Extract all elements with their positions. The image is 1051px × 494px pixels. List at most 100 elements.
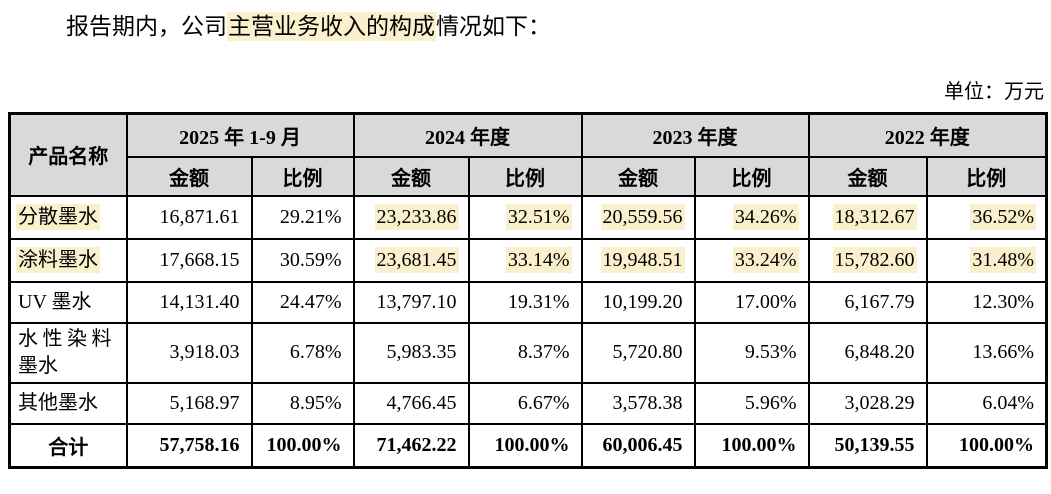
cell-value: 13.66% — [972, 341, 1035, 363]
ratio-cell: 100.00% — [467, 422, 583, 469]
cell-value: 5.96% — [744, 391, 797, 414]
ratio-cell: 13.66% — [925, 321, 1048, 384]
cell-value: 6,167.79 — [844, 290, 915, 313]
amount-cell: 5,720.80 — [580, 321, 696, 384]
cell-value: 3,918.03 — [169, 341, 240, 363]
amount-cell: 60,006.45 — [580, 422, 696, 469]
ratio-cell: 8.95% — [250, 381, 355, 425]
total-label-cell: 合计 — [8, 422, 128, 469]
ratio-cell: 100.00% — [925, 422, 1048, 469]
cell-value: 100.00% — [959, 433, 1035, 456]
cell-value: 100.00% — [721, 433, 797, 456]
product-name-cell: 其他墨水 — [8, 381, 128, 425]
ratio-cell: 24.47% — [250, 280, 355, 324]
cell-value: 71,462.22 — [376, 433, 457, 456]
amount-cell: 10,199.20 — [580, 280, 696, 324]
amount-cell: 5,168.97 — [125, 381, 253, 425]
cell-value: 23,681.45 — [376, 248, 457, 271]
amount-cell: 57,758.16 — [125, 422, 253, 469]
cell-value: 8.37% — [517, 341, 570, 363]
cell-value: 34.26% — [734, 205, 797, 228]
ratio-cell: 29.21% — [250, 194, 355, 240]
cell-value: 15,782.60 — [834, 248, 915, 271]
product-name-cell: UV 墨水 — [8, 280, 128, 324]
table-row-dispersion-ink: 分散墨水 16,871.61 29.21% 23,233.86 32.51% 2… — [8, 194, 1048, 240]
cell-value: 57,758.16 — [159, 433, 240, 456]
cell-value: 33.14% — [507, 248, 570, 271]
cell-value: 50,139.55 — [834, 433, 915, 456]
cell-value: 30.59% — [279, 248, 342, 271]
amount-cell: 50,139.55 — [807, 422, 928, 469]
cell-value: 31.48% — [972, 248, 1035, 271]
product-name-header: 产品名称 — [8, 112, 128, 197]
table-row-water-dye-ink: 水性染料墨水 3,918.03 6.78% 5,983.35 8.37% 5,7… — [8, 321, 1048, 384]
amount-cell: 17,668.15 — [125, 237, 253, 283]
cell-value: 3,578.38 — [612, 391, 683, 414]
ratio-header: 比例 — [467, 155, 583, 197]
header-row-measures: 金额 比例 金额 比例 金额 比例 金额 比例 — [10, 155, 1048, 197]
period-header-2023: 2023 年度 — [580, 112, 810, 158]
cell-value: 36.52% — [972, 205, 1035, 228]
amount-cell: 14,131.40 — [125, 280, 253, 324]
cell-value: 100.00% — [266, 433, 342, 456]
intro-text-highlighted: 主营业务收入的构成 — [227, 12, 436, 41]
header-row-periods: 产品名称 2025 年 1-9 月 2024 年度 2023 年度 2022 年… — [8, 112, 1048, 197]
amount-cell: 23,681.45 — [352, 237, 470, 283]
amount-header: 金额 — [580, 155, 696, 197]
ratio-cell: 34.26% — [693, 194, 810, 240]
cell-value: 12.30% — [972, 290, 1035, 313]
amount-cell: 13,797.10 — [352, 280, 470, 324]
amount-header: 金额 — [807, 155, 928, 197]
cell-value: 19,948.51 — [602, 248, 683, 271]
amount-cell: 19,948.51 — [580, 237, 696, 283]
period-header-2025: 2025 年 1-9 月 — [125, 112, 355, 158]
cell-value: 24.47% — [279, 290, 342, 313]
unit-label: 单位：万元 — [944, 81, 1044, 103]
ratio-cell: 30.59% — [250, 237, 355, 283]
cell-value: 33.24% — [734, 248, 797, 271]
table-row-uv-ink: UV 墨水 14,131.40 24.47% 13,797.10 19.31% … — [8, 280, 1048, 324]
cell-value: 水性染料墨水 — [18, 327, 112, 377]
cell-value: 23,233.86 — [376, 205, 457, 228]
cell-value: 6.04% — [982, 391, 1035, 414]
amount-cell: 23,233.86 — [352, 194, 470, 240]
cell-value: 5,720.80 — [612, 341, 683, 363]
amount-cell: 15,782.60 — [807, 237, 928, 283]
ratio-cell: 17.00% — [693, 280, 810, 324]
intro-paragraph: 报告期内，公司主营业务收入的构成情况如下： — [66, 11, 1051, 43]
amount-cell: 71,462.22 — [352, 422, 470, 469]
revenue-composition-table: 产品名称 2025 年 1-9 月 2024 年度 2023 年度 2022 年… — [8, 112, 1049, 469]
amount-cell: 18,312.67 — [807, 194, 928, 240]
ratio-cell: 32.51% — [467, 194, 583, 240]
amount-cell: 4,766.45 — [352, 381, 470, 425]
cell-value: 5,983.35 — [386, 341, 457, 363]
product-name-cell: 分散墨水 — [8, 194, 128, 240]
product-name-cell: 水性染料墨水 — [8, 321, 128, 384]
cell-value: 4,766.45 — [386, 391, 457, 414]
cell-value: 6.67% — [517, 391, 570, 414]
ratio-cell: 6.78% — [250, 321, 355, 384]
intro-text-prefix: 报告期内，公司 — [66, 14, 227, 39]
cell-value: 17.00% — [734, 290, 797, 313]
cell-value: 13,797.10 — [376, 290, 457, 313]
table-row-other-ink: 其他墨水 5,168.97 8.95% 4,766.45 6.67% 3,578… — [8, 381, 1048, 425]
amount-cell: 20,559.56 — [580, 194, 696, 240]
cell-value: 5,168.97 — [169, 391, 240, 414]
amount-cell: 6,167.79 — [807, 280, 928, 324]
ratio-cell: 12.30% — [925, 280, 1048, 324]
cell-value: 3,028.29 — [844, 391, 915, 414]
cell-value: 19.31% — [507, 290, 570, 313]
ratio-cell: 31.48% — [925, 237, 1048, 283]
ratio-cell: 100.00% — [250, 422, 355, 469]
amount-cell: 5,983.35 — [352, 321, 470, 384]
amount-header: 金额 — [125, 155, 253, 197]
cell-value: 60,006.45 — [602, 433, 683, 456]
cell-value: 16,871.61 — [159, 205, 240, 228]
ratio-cell: 19.31% — [467, 280, 583, 324]
cell-value: 6,848.20 — [844, 341, 915, 363]
amount-cell: 3,918.03 — [125, 321, 253, 384]
ratio-cell: 36.52% — [925, 194, 1048, 240]
cell-value: 18,312.67 — [834, 205, 915, 228]
ratio-cell: 6.04% — [925, 381, 1048, 425]
